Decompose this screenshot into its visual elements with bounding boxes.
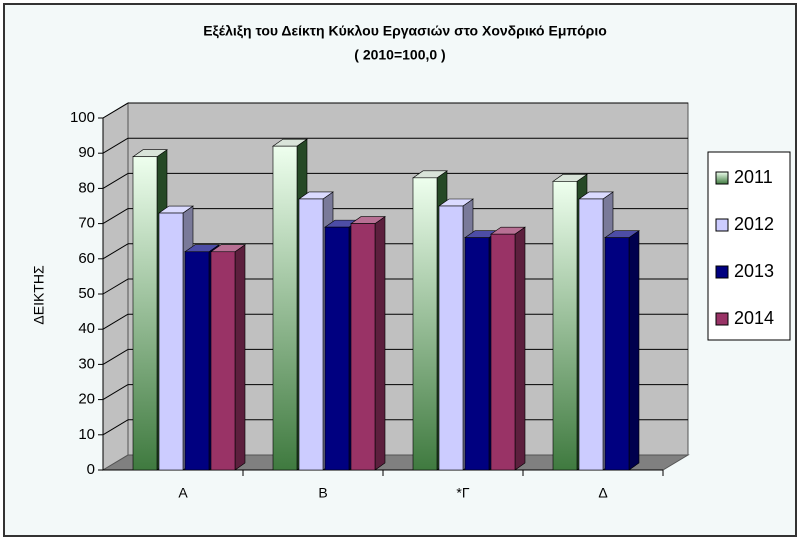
grid-line [102, 384, 129, 401]
y-tick-label: 100 [70, 109, 95, 126]
bar [272, 145, 298, 471]
legend-label: 2014 [734, 308, 774, 328]
chart-title: Εξέλιξη του Δείκτη Κύκλου Εργασιών στο Χ… [203, 23, 607, 39]
y-tick-label: 70 [78, 215, 95, 232]
y-axis-label: ΔΕΙΚΤΗΣ [31, 265, 47, 325]
y-tick-label: 50 [78, 285, 95, 302]
bar-side [628, 230, 640, 471]
bar [552, 181, 578, 471]
bar [464, 237, 490, 471]
bar [490, 233, 516, 471]
x-tick-label: A [178, 485, 188, 501]
x-tick-label: *Γ [456, 485, 469, 501]
bar [324, 226, 350, 471]
grid-line [102, 137, 129, 154]
chart-subtitle: ( 2010=100,0 ) [354, 47, 445, 63]
bar [184, 251, 210, 471]
y-tick-label: 10 [78, 426, 95, 443]
legend-label: 2011 [734, 167, 773, 187]
x-tick-label: Δ [598, 485, 607, 501]
bar-side [374, 216, 386, 471]
y-tick-label: 40 [78, 320, 95, 337]
legend-swatch [715, 265, 729, 279]
legend-swatch [715, 171, 729, 185]
grid-line [102, 208, 129, 225]
bar [438, 205, 464, 471]
grid-line [102, 278, 129, 295]
bar [350, 223, 376, 471]
x-tick-label: B [318, 485, 327, 501]
y-tick-label: 30 [78, 355, 95, 372]
y-tick-label: 90 [78, 144, 95, 161]
bar [158, 212, 184, 471]
grid-line [102, 348, 129, 365]
grid-line [102, 313, 129, 330]
bar [578, 198, 604, 471]
bar [298, 198, 324, 471]
grid-line [102, 419, 129, 436]
bar-side [234, 244, 246, 471]
y-tick-label: 60 [78, 250, 95, 267]
bar [604, 237, 630, 471]
grid-line [102, 102, 129, 119]
grid-line [102, 243, 129, 260]
legend-label: 2013 [734, 261, 774, 281]
bar [132, 156, 158, 471]
bar-side [514, 226, 526, 471]
y-tick-label: 80 [78, 179, 95, 196]
bar [412, 177, 438, 471]
y-tick-label: 0 [87, 461, 95, 478]
grid-line [102, 172, 129, 189]
legend-swatch [715, 312, 729, 326]
legend-label: 2012 [734, 214, 774, 234]
bar [210, 251, 236, 471]
legend-swatch [715, 218, 729, 232]
y-tick-label: 20 [78, 391, 95, 408]
